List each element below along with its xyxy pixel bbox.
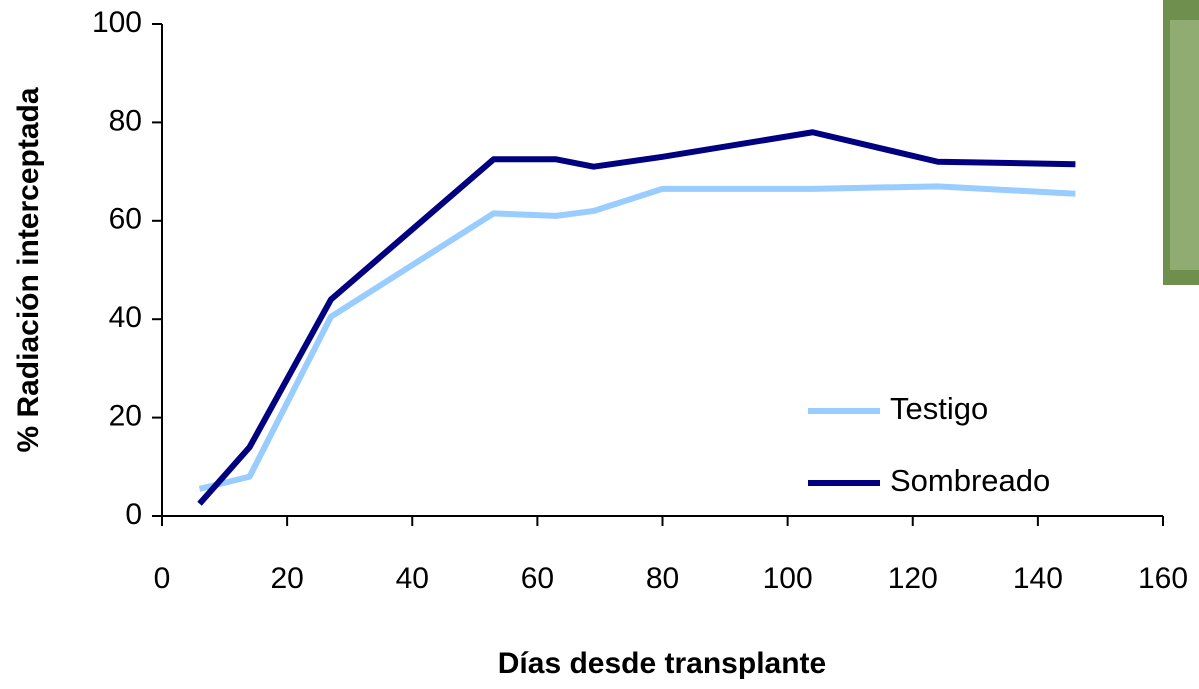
x-tick-label: 120 xyxy=(888,562,938,595)
x-tick-label: 0 xyxy=(154,562,171,595)
x-tick-label: 60 xyxy=(521,562,554,595)
x-axis-title: Días desde transplante xyxy=(498,647,826,680)
y-axis-title: % Radiación interceptada xyxy=(12,87,45,452)
x-tick-label: 20 xyxy=(270,562,303,595)
x-tick-label: 140 xyxy=(1013,562,1063,595)
x-tick-label: 80 xyxy=(646,562,679,595)
y-tick-label: 20 xyxy=(109,400,142,433)
y-tick-label: 100 xyxy=(92,6,142,39)
y-tick-label: 40 xyxy=(109,301,142,334)
legend-label: Sombreado xyxy=(890,463,1050,498)
y-tick-label: 60 xyxy=(109,203,142,236)
y-tick-label: 80 xyxy=(109,104,142,137)
y-tick-label: 0 xyxy=(125,498,142,531)
x-tick-label: 100 xyxy=(763,562,813,595)
x-tick-label: 40 xyxy=(396,562,429,595)
legend-label: Testigo xyxy=(890,391,988,426)
series-line xyxy=(200,186,1076,489)
x-tick-label: 160 xyxy=(1138,562,1188,595)
photo-detail xyxy=(1170,20,1199,270)
chart: Días desde transplante % Radiación inter… xyxy=(0,0,1199,689)
